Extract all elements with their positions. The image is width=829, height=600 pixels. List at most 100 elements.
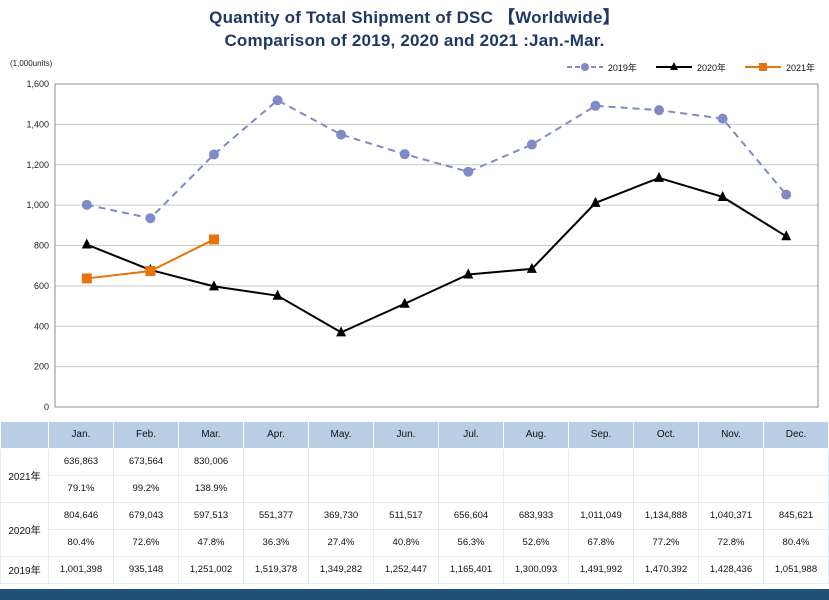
value-cell: 636,863 — [48, 447, 114, 476]
value-cell: 551,377 — [243, 501, 309, 530]
percent-cell: 36.3% — [243, 528, 309, 557]
legend-label-2021: 2021年 — [785, 62, 815, 73]
chart-title: Quantity of Total Shipment of DSC 【World… — [0, 0, 829, 53]
value-cell — [763, 447, 829, 476]
month-header: Jan. — [48, 420, 114, 449]
value-cell: 1,251,002 — [178, 555, 244, 584]
percent-cell: 56.3% — [438, 528, 504, 557]
table-row-values: 2021年 636,863 673,564 830,006 — [0, 447, 829, 503]
percent-cell: 99.2% — [113, 474, 179, 503]
legend-swatch-2021-icon — [744, 63, 781, 72]
month-header: Jun. — [373, 420, 439, 449]
svg-text:800: 800 — [34, 240, 49, 250]
value-cell: 369,730 — [308, 501, 374, 530]
year-label: 2021年 — [0, 447, 49, 503]
legend-swatch-2020-icon — [655, 62, 692, 71]
svg-text:200: 200 — [34, 362, 49, 372]
month-header: Sep. — [568, 420, 634, 449]
value-cell — [243, 447, 309, 476]
chart-area: (1,000units) 2019年 2020年 2021年 0 200 400 60… — [0, 53, 829, 421]
value-cell: 1,001,398 — [48, 555, 114, 584]
percent-cell: 67.8% — [568, 528, 634, 557]
value-cell: 804,646 — [48, 501, 114, 530]
percent-cell: 80.4% — [763, 528, 829, 557]
value-cell — [698, 447, 764, 476]
percent-cell: 77.2% — [633, 528, 699, 557]
value-cell: 597,513 — [178, 501, 244, 530]
table-row-percents: 80.4% 72.6% 47.8% 36.3% 27.4% 40.8% 56.3% 52.6%… — [1, 528, 829, 557]
month-header: May. — [308, 420, 374, 449]
value-cell: 830,006 — [178, 447, 244, 476]
percent-cell — [568, 474, 634, 503]
value-cell: 683,933 — [503, 501, 569, 530]
percent-cell — [438, 474, 504, 503]
percent-cell: 80.4% — [48, 528, 114, 557]
value-cell: 1,040,371 — [698, 501, 764, 530]
percent-cell: 72.6% — [113, 528, 179, 557]
value-cell: 1,300,093 — [503, 555, 569, 584]
value-cell: 1,491,992 — [568, 555, 634, 584]
value-cell: 673,564 — [113, 447, 179, 476]
value-cell: 935,148 — [113, 555, 179, 584]
value-cell — [438, 447, 504, 476]
value-cell — [633, 447, 699, 476]
month-header: Apr. — [243, 420, 309, 449]
svg-text:600: 600 — [34, 281, 49, 291]
month-header: Dec. — [763, 420, 829, 449]
legend-item-2021: 2021年 — [744, 61, 815, 74]
table-row-values: 2019年 1,001,398 935,148 1,251,002 1,519,378 1… — [0, 555, 829, 584]
month-header: Jul. — [438, 420, 504, 449]
percent-cell: 79.1% — [48, 474, 114, 503]
year-label: 2019年 — [0, 555, 49, 584]
table-row-percents: 79.1% 99.2% 138.9% — [1, 474, 829, 503]
percent-cell: 40.8% — [373, 528, 439, 557]
legend-swatch-2019-icon — [566, 63, 603, 72]
value-cell: 1,051,988 — [763, 555, 829, 584]
percent-cell: 27.4% — [308, 528, 374, 557]
value-cell: 1,349,282 — [308, 555, 374, 584]
legend-item-2020: 2020年 — [655, 61, 726, 74]
table-header-row: Jan. Feb. Mar. Apr. May. Jun. Jul. Aug. Sep. Oct.… — [0, 420, 829, 449]
month-header: Mar. — [178, 420, 244, 449]
value-cell: 511,517 — [373, 501, 439, 530]
footer-strip — [0, 589, 829, 600]
svg-text:400: 400 — [34, 321, 49, 331]
y-axis-unit-label: (1,000units) — [10, 58, 53, 68]
value-cell: 679,043 — [113, 501, 179, 530]
line-chart: 0 200 400 600 800 1,000 1,200 1,400 1,600 — [26, 79, 819, 412]
value-cell — [568, 447, 634, 476]
value-cell — [373, 447, 439, 476]
percent-cell: 47.8% — [178, 528, 244, 557]
percent-cell — [308, 474, 374, 503]
percent-cell — [633, 474, 699, 503]
chart-title-line1: Quantity of Total Shipment of DSC 【World… — [209, 8, 620, 27]
percent-cell — [243, 474, 309, 503]
value-cell: 1,252,447 — [373, 555, 439, 584]
month-header: Aug. — [503, 420, 569, 449]
year-label: 2020年 — [0, 501, 49, 557]
value-cell: 656,604 — [438, 501, 504, 530]
svg-text:0: 0 — [44, 402, 49, 412]
percent-cell: 52.6% — [503, 528, 569, 557]
value-cell — [503, 447, 569, 476]
month-header: Feb. — [113, 420, 179, 449]
percent-cell — [373, 474, 439, 503]
monthly-data-table: Jan. Feb. Mar. Apr. May. Jun. Jul. Aug. Sep. Oct.… — [0, 420, 829, 584]
value-cell: 1,428,436 — [698, 555, 764, 584]
percent-cell: 138.9% — [178, 474, 244, 503]
chart-legend: 2019年 2020年 2021年 — [566, 61, 815, 74]
value-cell — [308, 447, 374, 476]
percent-cell: 72.8% — [698, 528, 764, 557]
percent-cell — [698, 474, 764, 503]
legend-label-2020: 2020年 — [696, 62, 726, 73]
table-row-values: 2020年 804,646 679,043 597,513 551,377 369,730… — [0, 501, 829, 557]
month-header: Nov. — [698, 420, 764, 449]
value-cell: 845,621 — [763, 501, 829, 530]
value-cell: 1,165,401 — [438, 555, 504, 584]
svg-text:1,400: 1,400 — [26, 119, 49, 129]
month-header: Oct. — [633, 420, 699, 449]
percent-cell — [763, 474, 829, 503]
legend-label-2019: 2019年 — [607, 62, 637, 73]
table-corner-cell — [0, 420, 49, 449]
